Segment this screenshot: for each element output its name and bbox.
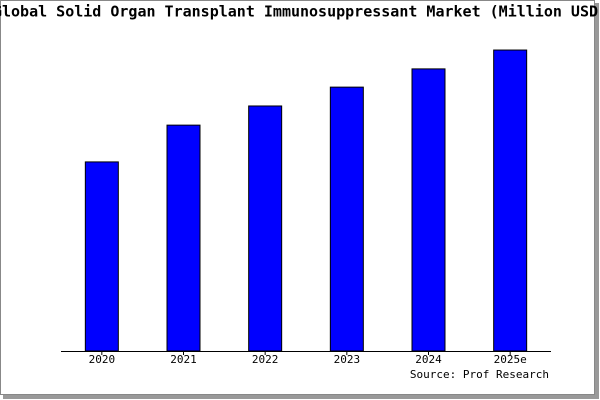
bar — [329, 86, 364, 352]
x-tick-label: 2022 — [252, 353, 279, 366]
chart-title: Global Solid Organ Transplant Immunosupp… — [0, 3, 600, 21]
bar — [166, 124, 201, 352]
x-tick-label: 2023 — [334, 353, 361, 366]
bar — [493, 49, 528, 352]
x-tick-label: 2021 — [170, 353, 197, 366]
bar — [411, 68, 446, 352]
x-tick-label: 2025e — [494, 353, 527, 366]
bar — [248, 105, 283, 352]
x-tick-label: 2024 — [415, 353, 442, 366]
source: Source: Prof Research — [410, 368, 549, 381]
bar — [84, 161, 119, 352]
x-tick-label: 2020 — [89, 353, 116, 366]
